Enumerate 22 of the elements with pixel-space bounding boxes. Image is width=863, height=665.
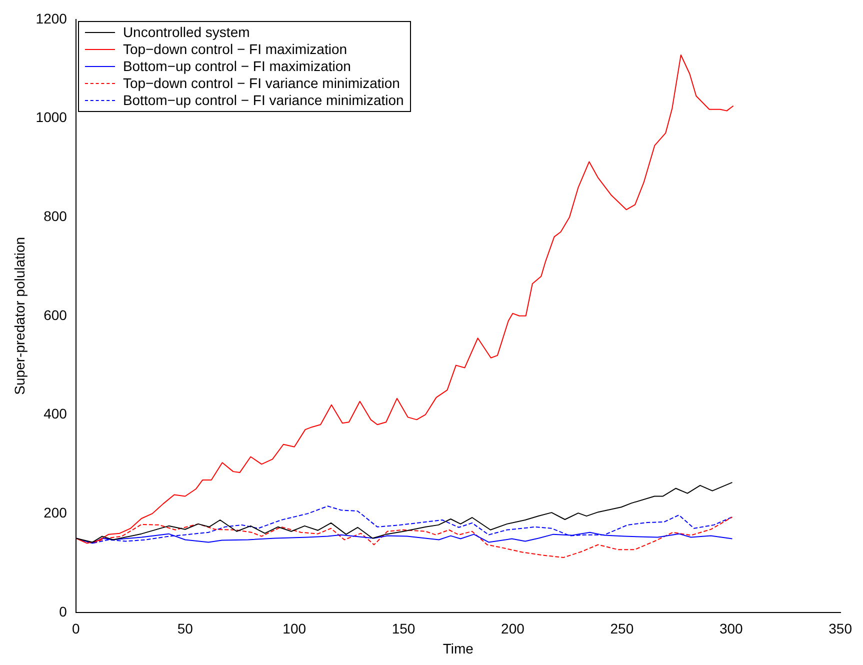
x-tick-label: 100 [282,620,306,637]
y-tick-label: 0 [59,603,68,620]
y-tick-label: 200 [44,504,68,520]
y-tick-label: 1000 [36,109,68,126]
y-tick-label: 400 [44,406,68,422]
x-tick-label: 150 [392,620,416,637]
y-axis-title: Super-predator polulation [11,236,28,395]
x-tick-label: 250 [610,620,634,637]
y-tick-label: 600 [44,306,68,323]
x-tick-label: 350 [828,620,852,637]
legend-label: Bottom−up control − FI variance minimization [122,92,404,110]
legend-label: Top−down control − FI maximization [122,41,348,58]
y-tick-label: 800 [44,208,68,224]
x-tick-label: 200 [501,620,525,637]
legend-label: Bottom−up control − FI maximization [122,58,351,76]
x-axis-title: Time [442,640,474,656]
x-tick-label: 50 [177,620,194,637]
y-tick-label: 1200 [36,10,68,26]
x-tick-label: 0 [72,620,80,637]
x-tick-label: 300 [719,620,744,637]
legend-label: Top−down control − FI variance minimization [122,75,400,92]
legend-label: Uncontrolled system [122,24,250,42]
